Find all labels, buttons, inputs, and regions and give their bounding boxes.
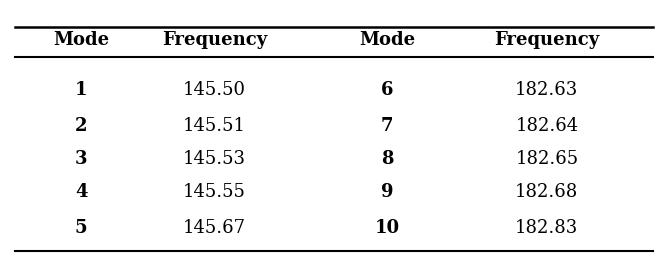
Text: 6: 6 <box>381 81 393 99</box>
Text: Frequency: Frequency <box>162 31 267 49</box>
Text: 1: 1 <box>75 81 88 99</box>
Text: 5: 5 <box>75 219 88 237</box>
Text: Frequency: Frequency <box>494 31 599 49</box>
Text: 145.51: 145.51 <box>183 117 246 135</box>
Text: Mode: Mode <box>359 31 415 49</box>
Text: 145.55: 145.55 <box>183 183 246 201</box>
Text: 145.50: 145.50 <box>183 81 246 99</box>
Text: 2: 2 <box>75 117 88 135</box>
Text: 3: 3 <box>75 150 88 168</box>
Text: 182.83: 182.83 <box>515 219 578 237</box>
Text: 8: 8 <box>381 150 393 168</box>
Text: 145.67: 145.67 <box>183 219 246 237</box>
Text: 10: 10 <box>375 219 399 237</box>
Text: 182.63: 182.63 <box>515 81 578 99</box>
Text: 4: 4 <box>75 183 88 201</box>
Text: 7: 7 <box>381 117 393 135</box>
Text: 182.65: 182.65 <box>515 150 578 168</box>
Text: 182.64: 182.64 <box>515 117 578 135</box>
Text: 182.68: 182.68 <box>515 183 578 201</box>
Text: 9: 9 <box>381 183 393 201</box>
Text: Mode: Mode <box>53 31 110 49</box>
Text: 145.53: 145.53 <box>183 150 246 168</box>
